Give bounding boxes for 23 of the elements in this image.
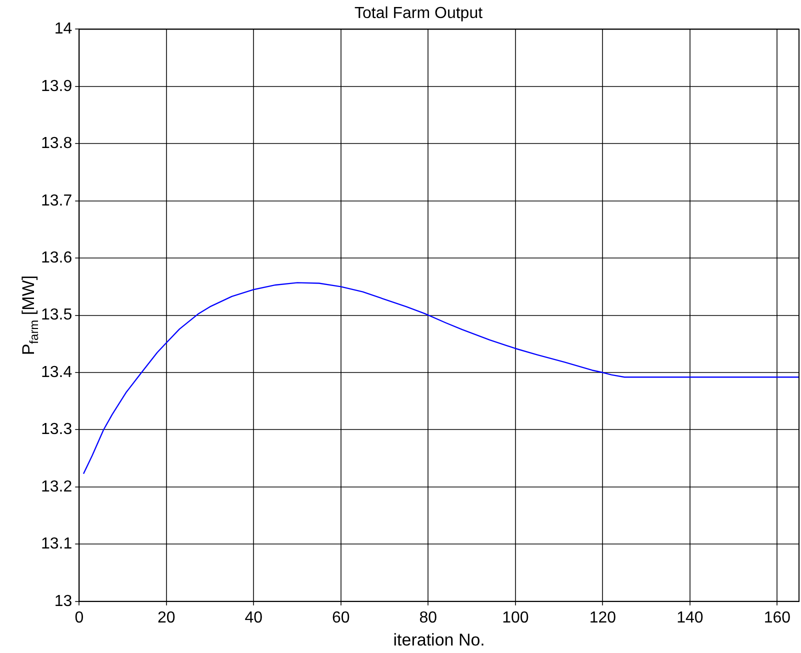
x-tick-label: 100 [502, 609, 529, 626]
y-tick-label: 14 [54, 20, 72, 38]
x-tick-label: 40 [244, 609, 263, 626]
y-axis-title: Pfarm [MW] [19, 275, 41, 356]
x-tick-label: 80 [419, 609, 438, 626]
x-tick-label: 60 [332, 609, 350, 626]
x-tick-label: 160 [764, 609, 791, 626]
y-tick-label: 13.3 [41, 421, 72, 438]
x-tick-label: 20 [158, 609, 176, 626]
y-tick-label: 13.4 [41, 364, 72, 381]
y-tick-label: 13.9 [41, 78, 72, 95]
y-tick-label: 13.8 [41, 135, 72, 152]
y-tick-label: 13.1 [41, 536, 72, 553]
y-tick-label: 13 [54, 592, 72, 610]
x-tick-label: 120 [589, 609, 616, 626]
y-tick-label: 13.5 [41, 306, 72, 324]
x-axis-title: iteration No. [393, 630, 485, 650]
x-tick-label: 0 [74, 609, 84, 626]
y-tick-label: 13.6 [41, 249, 72, 266]
chart-title: Total Farm Output [354, 5, 484, 22]
y-tick-label: 13.2 [41, 478, 72, 496]
y-tick-label: 13.7 [41, 192, 72, 210]
x-tick-label: 140 [676, 609, 704, 626]
